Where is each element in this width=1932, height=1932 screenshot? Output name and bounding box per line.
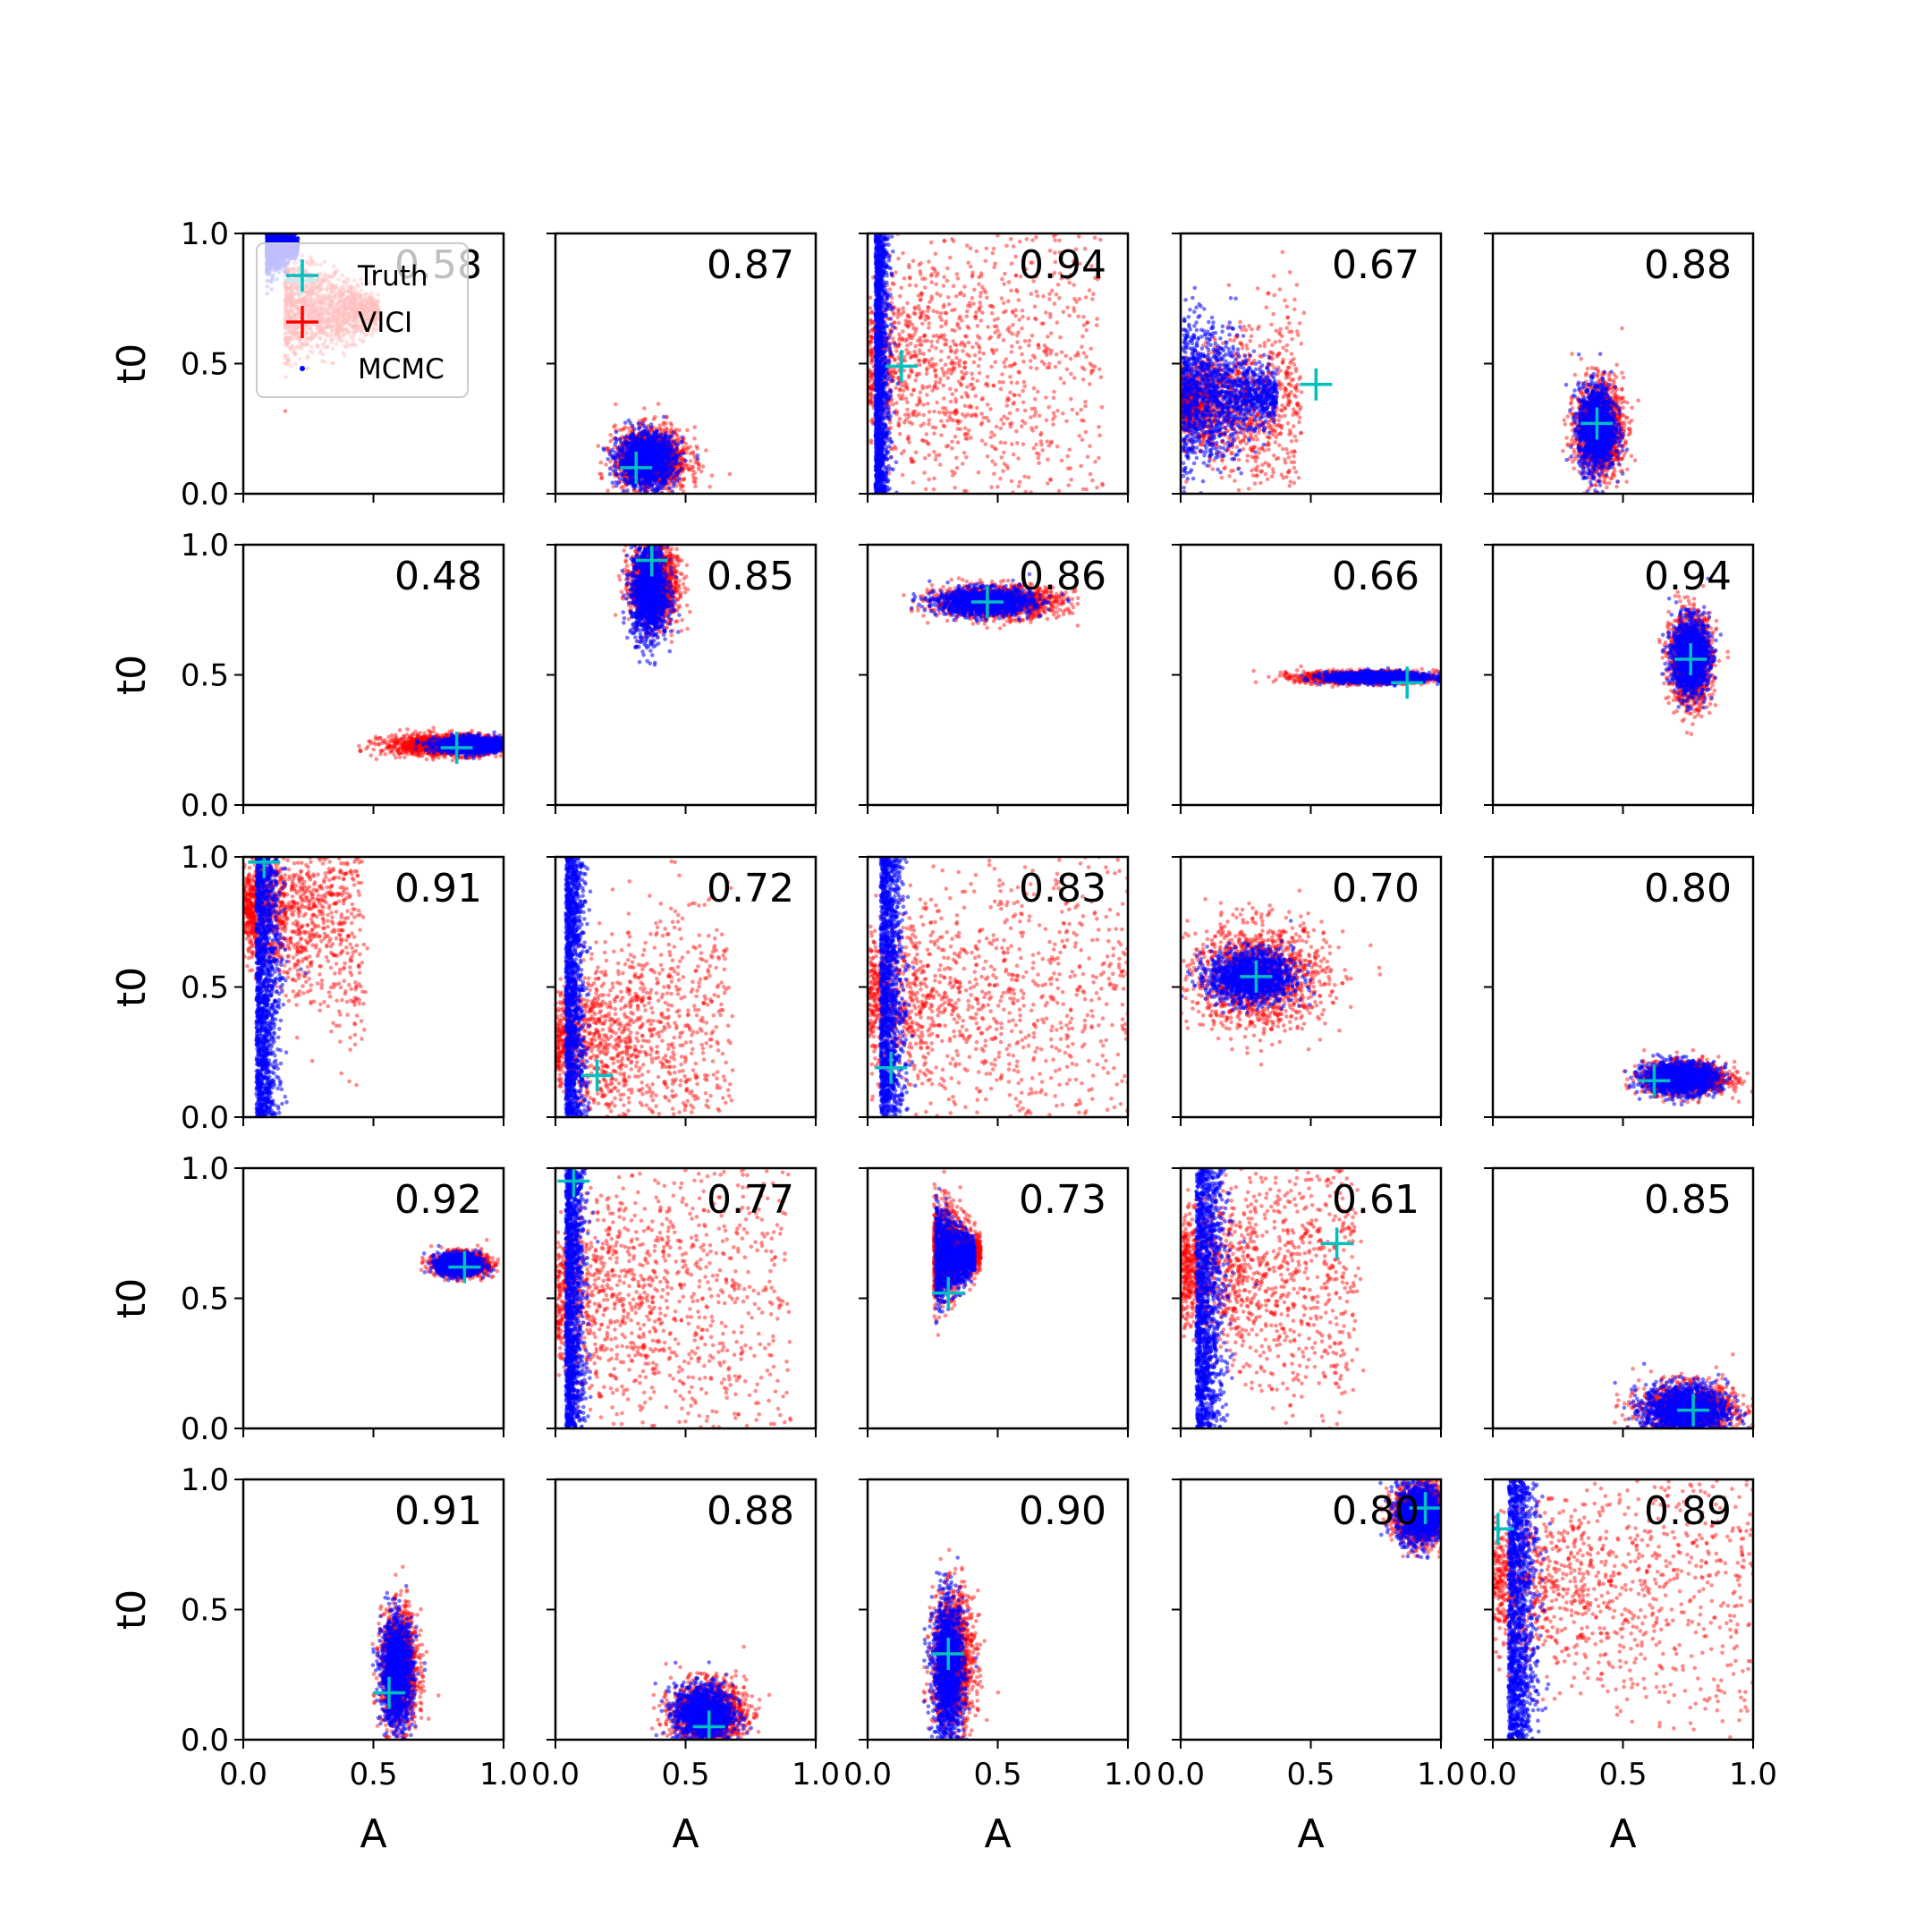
vici-point bbox=[642, 406, 647, 411]
vici-point bbox=[604, 462, 608, 467]
vici-point bbox=[682, 477, 687, 481]
vici-point bbox=[599, 472, 604, 477]
vici-point bbox=[627, 427, 631, 431]
mcmc-point bbox=[291, 239, 295, 243]
vici-point bbox=[697, 462, 701, 466]
mcmc-point bbox=[674, 446, 679, 451]
subplot-points bbox=[597, 402, 733, 496]
vici-point bbox=[708, 485, 712, 489]
vici-point bbox=[693, 480, 698, 485]
vici-point bbox=[670, 423, 674, 428]
mcmc-point bbox=[621, 444, 625, 448]
mcmc-point bbox=[679, 440, 683, 445]
vici-point bbox=[693, 484, 698, 488]
vici-point bbox=[682, 448, 687, 453]
vici-point bbox=[613, 423, 617, 428]
mcmc-point bbox=[667, 486, 672, 490]
y-tick-label: 1.0 bbox=[181, 216, 229, 252]
y-tick-label: 0.5 bbox=[181, 347, 229, 383]
mcmc-point bbox=[670, 479, 674, 484]
vici-point bbox=[691, 450, 695, 454]
vici-point bbox=[691, 476, 696, 480]
mcmc-point bbox=[613, 442, 617, 446]
vici-point bbox=[657, 423, 662, 428]
mcmc-point bbox=[266, 239, 270, 243]
mcmc-point bbox=[621, 478, 625, 482]
vici-point bbox=[685, 428, 690, 433]
vici-point bbox=[618, 428, 623, 433]
vici-point bbox=[692, 425, 697, 429]
vici-point bbox=[684, 442, 689, 446]
vici-point bbox=[619, 486, 623, 490]
mcmc-point bbox=[650, 488, 655, 493]
mcmc-point bbox=[625, 488, 630, 493]
vici-point bbox=[598, 461, 603, 465]
vici-point bbox=[710, 473, 715, 478]
vici-point bbox=[599, 476, 604, 480]
vici-point bbox=[653, 415, 657, 419]
mcmc-point bbox=[614, 460, 618, 464]
vici-point bbox=[728, 472, 733, 477]
mcmc-point bbox=[629, 421, 633, 426]
vici-point bbox=[695, 445, 699, 449]
vici-point bbox=[689, 459, 693, 463]
mcmc-point bbox=[608, 472, 613, 477]
mcmc-point bbox=[268, 234, 273, 239]
vici-point bbox=[597, 444, 601, 448]
y-tick-label: 0.0 bbox=[181, 477, 229, 513]
vici-point bbox=[704, 448, 708, 453]
mcmc-point bbox=[614, 472, 619, 477]
vici-point bbox=[699, 470, 704, 474]
mcmc-point bbox=[678, 462, 682, 466]
mcmc-point bbox=[276, 236, 281, 241]
subplot-2: 0.87 bbox=[547, 233, 816, 503]
mcmc-point bbox=[608, 467, 613, 471]
vici-point bbox=[701, 464, 706, 469]
vici-point bbox=[608, 433, 613, 437]
vici-point bbox=[692, 436, 697, 441]
vici-point bbox=[664, 421, 668, 426]
vici-point bbox=[657, 402, 661, 406]
vici-point bbox=[606, 488, 610, 493]
vici-point bbox=[687, 467, 691, 471]
vici-point bbox=[677, 428, 682, 433]
mcmc-point bbox=[674, 460, 679, 464]
vici-point bbox=[284, 409, 288, 413]
mcmc-point bbox=[637, 421, 641, 426]
vici-point bbox=[691, 465, 696, 470]
mcmc-point bbox=[614, 430, 619, 435]
mcmc-point bbox=[623, 420, 628, 425]
mcmc-point bbox=[619, 440, 623, 445]
vici-point bbox=[614, 402, 618, 407]
y-axis-label: t0 bbox=[109, 343, 155, 384]
